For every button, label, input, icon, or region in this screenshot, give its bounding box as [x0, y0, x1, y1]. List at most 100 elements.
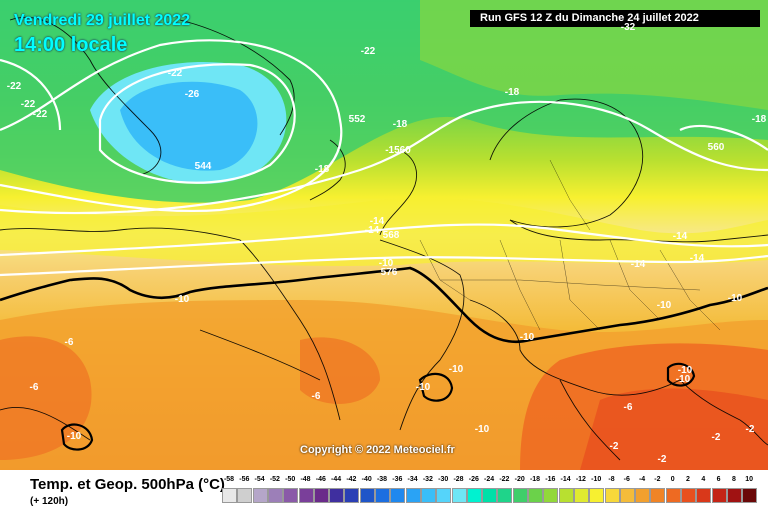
color-scale: -58 -56 -54 -52 -50 -48 -46 -44 -42 -40 -38 -36 -34-…: [222, 475, 758, 505]
scale-swatch: [696, 488, 712, 503]
contour-label: -18: [314, 164, 330, 175]
scale-swatch: [711, 488, 727, 503]
contour-label: -6: [623, 402, 633, 413]
scale-swatch: [344, 488, 360, 503]
contour-label: 576: [380, 267, 398, 278]
scale-swatch: [283, 488, 299, 503]
scale-swatch: [665, 488, 681, 503]
contour-label: 544: [194, 161, 212, 172]
contour-label: -14: [672, 231, 688, 242]
contour-label: 560: [707, 142, 725, 153]
contour-label: -10: [656, 300, 672, 311]
scale-label: -24: [484, 476, 495, 483]
scale-swatch: [573, 488, 589, 503]
scale-swatch: [512, 488, 528, 503]
scale-swatch: [329, 488, 345, 503]
scale-label: -2: [654, 476, 661, 483]
scale-label: -50: [285, 476, 296, 483]
contour-label: -14: [369, 216, 385, 227]
legend-title: Temp. et Geop. 500hPa (°C): [30, 476, 225, 493]
contour-label: -26: [184, 89, 200, 100]
scale-label: -42: [346, 476, 357, 483]
scale-label: 6: [716, 476, 721, 483]
contour-label: -2: [609, 441, 619, 452]
weather-map: Vendredi 29 juillet 2022 14:00 locale Ru…: [0, 0, 768, 470]
scale-swatch: [405, 488, 421, 503]
scale-swatch: [528, 488, 543, 503]
scale-label: -28: [453, 476, 464, 483]
legend-footer: Temp. et Geop. 500hPa (°C) (+ 120h) -58-…: [0, 470, 768, 512]
contour-label: -10: [474, 424, 490, 435]
contour-label: -32: [620, 22, 636, 33]
scale-label: 0: [670, 476, 675, 483]
scale-label: -30: [438, 476, 449, 483]
scale-label: -6: [623, 476, 630, 483]
scale-swatch: [313, 488, 329, 503]
scale-label: -56: [239, 476, 250, 483]
scale-label: -10: [591, 476, 602, 483]
scale-swatch: [726, 488, 742, 503]
scale-label: -48: [300, 476, 311, 483]
contour-label: -22: [167, 68, 183, 79]
scale-label: -4: [638, 476, 646, 483]
contour-label: -22: [6, 81, 22, 92]
scale-swatch: [742, 488, 758, 503]
contour-label: -10: [415, 382, 431, 393]
scale-label: 2: [686, 476, 690, 483]
scale-swatch: [650, 488, 666, 503]
model-run-label: Run GFS 12 Z du Dimanche 24 juillet 2022: [470, 10, 760, 27]
contour-label: -10: [378, 258, 394, 269]
scale-label: -36: [392, 476, 403, 483]
scale-label: -54: [254, 476, 265, 483]
contour-label: -1560: [385, 145, 411, 156]
contour-label: -6: [29, 382, 39, 393]
scale-swatch: [420, 488, 436, 503]
scale-swatch: [604, 488, 620, 503]
contour-label: -14: [630, 259, 646, 270]
contour-label: -14: [364, 225, 380, 236]
scale-swatch: [497, 488, 513, 503]
contour-label: -18: [504, 87, 520, 98]
scale-label: -8: [608, 476, 615, 483]
scale-label: -52: [269, 476, 280, 483]
contour-label: -18: [751, 114, 767, 125]
scale-label: -18: [529, 476, 541, 483]
scale-label: -26: [468, 476, 479, 483]
scale-label: -16: [545, 476, 556, 483]
contour-label: -6: [311, 391, 321, 402]
forecast-lead-time: (+ 120h): [30, 496, 69, 507]
contour-label: -18: [392, 119, 408, 130]
scale-swatch: [390, 488, 406, 503]
scale-label: -32: [422, 476, 433, 483]
scale-label: -46: [315, 476, 326, 483]
forecast-time: 14:00 locale: [14, 34, 128, 56]
scale-swatch: [589, 488, 605, 503]
scale-swatch: [635, 488, 651, 503]
scale-swatch: [436, 488, 452, 503]
scale-swatch: [543, 488, 559, 503]
contour-label: -2: [745, 424, 755, 435]
scale-swatch: [681, 488, 696, 503]
scale-swatch: [359, 488, 375, 503]
scale-swatch: [619, 488, 635, 503]
contour-label: -10: [66, 431, 82, 442]
forecast-date: Vendredi 29 juillet 2022: [14, 12, 191, 29]
scale-swatch: [222, 488, 237, 503]
contour-label: 568: [382, 230, 400, 241]
contour-label: -22: [32, 109, 48, 120]
contour-label: -2: [657, 454, 667, 465]
scale-label: -22: [499, 476, 510, 483]
scale-label: -38: [376, 476, 388, 483]
scale-label: -20: [514, 476, 525, 483]
scale-label: -14: [560, 476, 571, 483]
scale-label: 8: [731, 476, 736, 483]
scale-swatch: [558, 488, 574, 503]
scale-swatch: [237, 488, 253, 503]
scale-swatch: [451, 488, 467, 503]
scale-label: -34: [407, 476, 418, 483]
contour-label: -6: [64, 337, 74, 348]
scale-label: -40: [361, 476, 372, 483]
contour-label: -10: [448, 364, 464, 375]
scale-label: -12: [575, 476, 586, 483]
contour-label: -10: [675, 374, 691, 385]
